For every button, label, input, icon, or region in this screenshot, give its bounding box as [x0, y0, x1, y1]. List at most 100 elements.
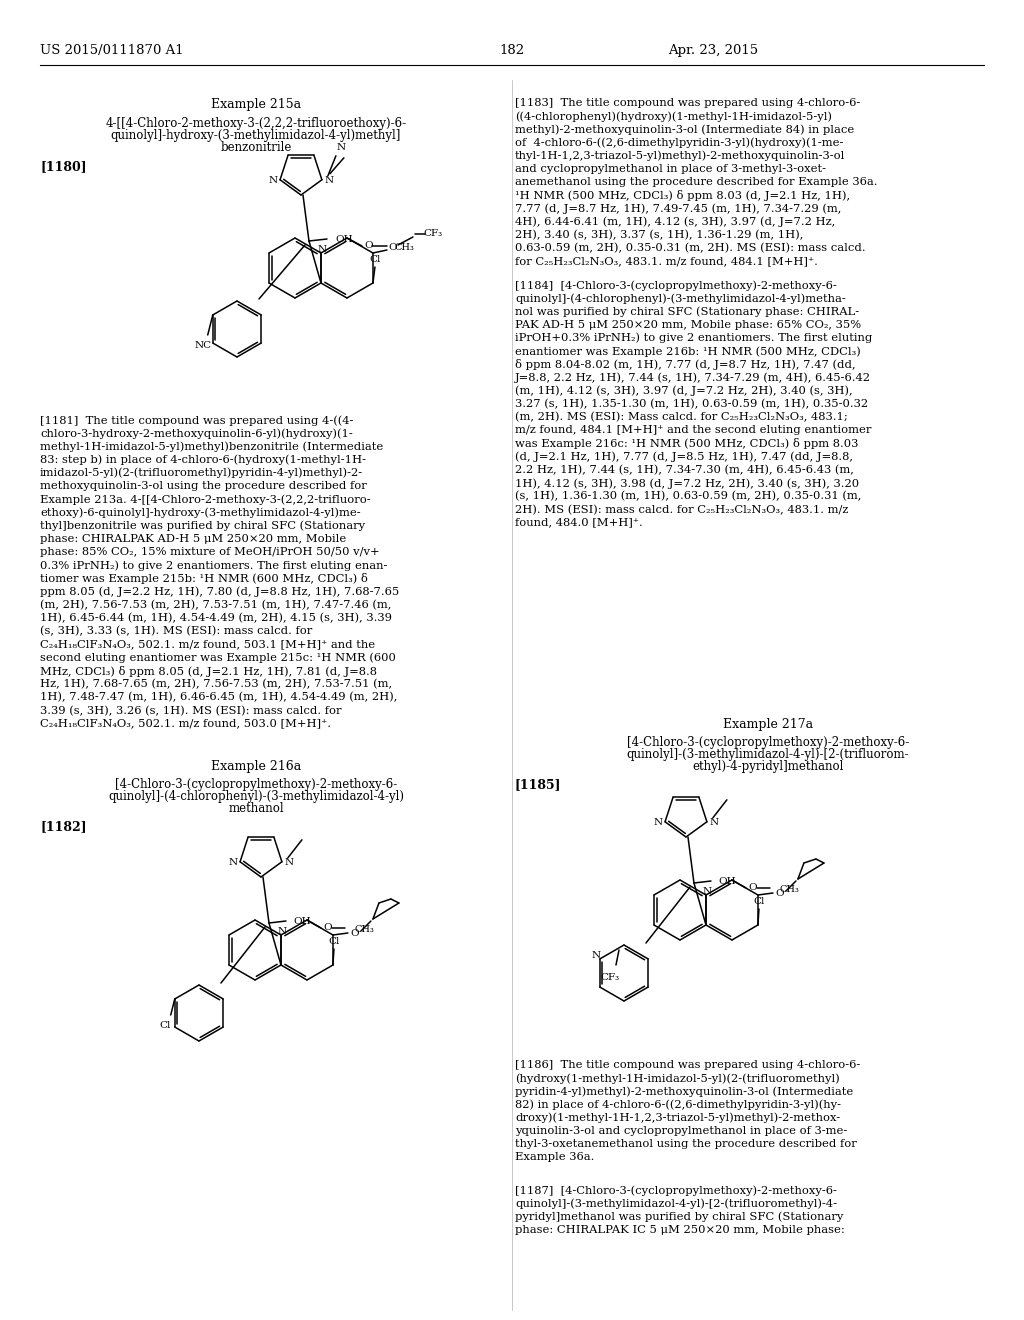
Text: Example 215a: Example 215a — [211, 98, 301, 111]
Text: [1183]  The title compound was prepared using 4-chloro-6-: [1183] The title compound was prepared u… — [515, 98, 860, 108]
Text: [1187]  [4-Chloro-3-(cyclopropylmethoxy)-2-methoxy-6-: [1187] [4-Chloro-3-(cyclopropylmethoxy)-… — [515, 1185, 837, 1196]
Text: quinolyl]-(3-methylimidazol-4-yl)-[2-(trifluoromethyl)-4-: quinolyl]-(3-methylimidazol-4-yl)-[2-(tr… — [515, 1199, 837, 1209]
Text: for C₂₅H₂₃Cl₂N₃O₃, 483.1. m/z found, 484.1 [M+H]⁺.: for C₂₅H₂₃Cl₂N₃O₃, 483.1. m/z found, 484… — [515, 256, 818, 267]
Text: 1H), 4.12 (s, 3H), 3.98 (d, J=7.2 Hz, 2H), 3.40 (s, 3H), 3.20: 1H), 4.12 (s, 3H), 3.98 (d, J=7.2 Hz, 2H… — [515, 478, 859, 488]
Text: pyridyl]methanol was purified by chiral SFC (Stationary: pyridyl]methanol was purified by chiral … — [515, 1212, 844, 1222]
Text: [1186]  The title compound was prepared using 4-chloro-6-: [1186] The title compound was prepared u… — [515, 1060, 860, 1071]
Text: Hz, 1H), 7.68-7.65 (m, 2H), 7.56-7.53 (m, 2H), 7.53-7.51 (m,: Hz, 1H), 7.68-7.65 (m, 2H), 7.56-7.53 (m… — [40, 678, 392, 689]
Text: CH₃: CH₃ — [395, 243, 415, 252]
Text: N: N — [591, 950, 600, 960]
Text: second eluting enantiomer was Example 215c: ¹H NMR (600: second eluting enantiomer was Example 21… — [40, 652, 396, 663]
Text: thyl-1H-1,2,3-triazol-5-yl)methyl)-2-methoxyquinolin-3-ol: thyl-1H-1,2,3-triazol-5-yl)methyl)-2-met… — [515, 150, 846, 161]
Text: OH: OH — [293, 916, 310, 925]
Text: ¹H NMR (500 MHz, CDCl₃) δ ppm 8.03 (d, J=2.1 Hz, 1H),: ¹H NMR (500 MHz, CDCl₃) δ ppm 8.03 (d, J… — [515, 190, 850, 202]
Text: [1184]  [4-Chloro-3-(cyclopropylmethoxy)-2-methoxy-6-: [1184] [4-Chloro-3-(cyclopropylmethoxy)-… — [515, 280, 837, 290]
Text: 4-[[4-Chloro-2-methoxy-3-(2,2,2-trifluoroethoxy)-6-: 4-[[4-Chloro-2-methoxy-3-(2,2,2-trifluor… — [105, 117, 407, 129]
Text: Example 36a.: Example 36a. — [515, 1152, 594, 1163]
Text: O: O — [389, 243, 397, 252]
Text: 83: step b) in place of 4-chloro-6-(hydroxy(1-methyl-1H-: 83: step b) in place of 4-chloro-6-(hydr… — [40, 454, 366, 465]
Text: N: N — [317, 244, 327, 253]
Text: N: N — [228, 858, 238, 867]
Text: was Example 216c: ¹H NMR (500 MHz, CDCl₃) δ ppm 8.03: was Example 216c: ¹H NMR (500 MHz, CDCl₃… — [515, 438, 858, 449]
Text: tiomer was Example 215b: ¹H NMR (600 MHz, CDCl₃) δ: tiomer was Example 215b: ¹H NMR (600 MHz… — [40, 573, 368, 585]
Text: ppm 8.05 (d, J=2.2 Hz, 1H), 7.80 (d, J=8.8 Hz, 1H), 7.68-7.65: ppm 8.05 (d, J=2.2 Hz, 1H), 7.80 (d, J=8… — [40, 586, 399, 597]
Text: benzonitrile: benzonitrile — [220, 141, 292, 154]
Text: [4-Chloro-3-(cyclopropylmethoxy)-2-methoxy-6-: [4-Chloro-3-(cyclopropylmethoxy)-2-metho… — [115, 777, 397, 791]
Text: US 2015/0111870 A1: US 2015/0111870 A1 — [40, 44, 183, 57]
Text: MHz, CDCl₃) δ ppm 8.05 (d, J=2.1 Hz, 1H), 7.81 (d, J=8.8: MHz, CDCl₃) δ ppm 8.05 (d, J=2.1 Hz, 1H)… — [40, 665, 377, 677]
Text: 2.2 Hz, 1H), 7.44 (s, 1H), 7.34-7.30 (m, 4H), 6.45-6.43 (m,: 2.2 Hz, 1H), 7.44 (s, 1H), 7.34-7.30 (m,… — [515, 465, 854, 475]
Text: Example 217a: Example 217a — [723, 718, 813, 731]
Text: N: N — [325, 177, 334, 185]
Text: OH: OH — [335, 235, 352, 243]
Text: PAK AD-H 5 μM 250×20 mm, Mobile phase: 65% CO₂, 35%: PAK AD-H 5 μM 250×20 mm, Mobile phase: 6… — [515, 319, 861, 330]
Text: anemethanol using the procedure described for Example 36a.: anemethanol using the procedure describe… — [515, 177, 878, 187]
Text: 3.27 (s, 1H), 1.35-1.30 (m, 1H), 0.63-0.59 (m, 1H), 0.35-0.32: 3.27 (s, 1H), 1.35-1.30 (m, 1H), 0.63-0.… — [515, 399, 868, 409]
Text: [1180]: [1180] — [40, 160, 87, 173]
Text: 3.39 (s, 3H), 3.26 (s, 1H). MS (ESI): mass calcd. for: 3.39 (s, 3H), 3.26 (s, 1H). MS (ESI): ma… — [40, 705, 341, 715]
Text: CH₃: CH₃ — [780, 886, 800, 895]
Text: pyridin-4-yl)methyl)-2-methoxyquinolin-3-ol (Intermediate: pyridin-4-yl)methyl)-2-methoxyquinolin-3… — [515, 1086, 853, 1097]
Text: [1182]: [1182] — [40, 820, 87, 833]
Text: [4-Chloro-3-(cyclopropylmethoxy)-2-methoxy-6-: [4-Chloro-3-(cyclopropylmethoxy)-2-metho… — [627, 737, 909, 748]
Text: C₂₄H₁₈ClF₃N₄O₃, 502.1. m/z found, 503.1 [M+H]⁺ and the: C₂₄H₁₈ClF₃N₄O₃, 502.1. m/z found, 503.1 … — [40, 639, 375, 649]
Text: 7.77 (d, J=8.7 Hz, 1H), 7.49-7.45 (m, 1H), 7.34-7.29 (m,: 7.77 (d, J=8.7 Hz, 1H), 7.49-7.45 (m, 1H… — [515, 203, 842, 214]
Text: N: N — [336, 144, 345, 152]
Text: m/z found, 484.1 [M+H]⁺ and the second eluting enantiomer: m/z found, 484.1 [M+H]⁺ and the second e… — [515, 425, 871, 436]
Text: Cl: Cl — [370, 255, 381, 264]
Text: N: N — [653, 818, 663, 828]
Text: (m, 2H), 7.56-7.53 (m, 2H), 7.53-7.51 (m, 1H), 7.47-7.46 (m,: (m, 2H), 7.56-7.53 (m, 2H), 7.53-7.51 (m… — [40, 599, 391, 610]
Text: thyl-3-oxetanemethanol using the procedure described for: thyl-3-oxetanemethanol using the procedu… — [515, 1139, 857, 1150]
Text: methoxyquinolin-3-ol using the procedure described for: methoxyquinolin-3-ol using the procedure… — [40, 480, 367, 491]
Text: and cyclopropylmethanol in place of 3-methyl-3-oxet-: and cyclopropylmethanol in place of 3-me… — [515, 164, 826, 174]
Text: quinolyl]-hydroxy-(3-methylimidazol-4-yl)methyl]: quinolyl]-hydroxy-(3-methylimidazol-4-yl… — [111, 129, 401, 143]
Text: phase: CHIRALPAK IC 5 μM 250×20 mm, Mobile phase:: phase: CHIRALPAK IC 5 μM 250×20 mm, Mobi… — [515, 1225, 845, 1234]
Text: O: O — [749, 883, 758, 892]
Text: yquinolin-3-ol and cyclopropylmethanol in place of 3-me-: yquinolin-3-ol and cyclopropylmethanol i… — [515, 1126, 847, 1137]
Text: [1181]  The title compound was prepared using 4-((4-: [1181] The title compound was prepared u… — [40, 414, 353, 425]
Text: 0.63-0.59 (m, 2H), 0.35-0.31 (m, 2H). MS (ESI): mass calcd.: 0.63-0.59 (m, 2H), 0.35-0.31 (m, 2H). MS… — [515, 243, 865, 253]
Text: of  4-chloro-6-((2,6-dimethylpyridin-3-yl)(hydroxy)(1-me-: of 4-chloro-6-((2,6-dimethylpyridin-3-yl… — [515, 137, 844, 148]
Text: OH: OH — [718, 876, 735, 886]
Text: (hydroxy(1-methyl-1H-imidazol-5-yl)(2-(trifluoromethyl): (hydroxy(1-methyl-1H-imidazol-5-yl)(2-(t… — [515, 1073, 840, 1084]
Text: Apr. 23, 2015: Apr. 23, 2015 — [668, 44, 758, 57]
Text: Cl: Cl — [329, 936, 340, 945]
Text: ((4-chlorophenyl)(hydroxy)(1-methyl-1H-imidazol-5-yl): ((4-chlorophenyl)(hydroxy)(1-methyl-1H-i… — [515, 111, 831, 121]
Text: droxy)(1-methyl-1H-1,2,3-triazol-5-yl)methyl)-2-methox-: droxy)(1-methyl-1H-1,2,3-triazol-5-yl)me… — [515, 1113, 840, 1123]
Text: (d, J=2.1 Hz, 1H), 7.77 (d, J=8.5 Hz, 1H), 7.47 (dd, J=8.8,: (d, J=2.1 Hz, 1H), 7.77 (d, J=8.5 Hz, 1H… — [515, 451, 853, 462]
Text: iPrOH+0.3% iPrNH₂) to give 2 enantiomers. The first eluting: iPrOH+0.3% iPrNH₂) to give 2 enantiomers… — [515, 333, 872, 343]
Text: 82) in place of 4-chloro-6-((2,6-dimethylpyridin-3-yl)(hy-: 82) in place of 4-chloro-6-((2,6-dimethy… — [515, 1100, 841, 1110]
Text: 182: 182 — [500, 44, 524, 57]
Text: O: O — [365, 242, 374, 251]
Text: O: O — [350, 928, 359, 937]
Text: methanol: methanol — [228, 803, 284, 814]
Text: ethoxy)-6-quinolyl]-hydroxy-(3-methylimidazol-4-yl)me-: ethoxy)-6-quinolyl]-hydroxy-(3-methylimi… — [40, 507, 360, 517]
Text: 2H). MS (ESI): mass calcd. for C₂₅H₂₃Cl₂N₃O₃, 483.1. m/z: 2H). MS (ESI): mass calcd. for C₂₅H₂₃Cl₂… — [515, 504, 848, 515]
Text: N: N — [268, 177, 278, 185]
Text: CF₃: CF₃ — [600, 973, 620, 982]
Text: Example 216a: Example 216a — [211, 760, 301, 774]
Text: CF₃: CF₃ — [423, 230, 442, 239]
Text: NC: NC — [195, 341, 212, 350]
Text: (s, 1H), 1.36-1.30 (m, 1H), 0.63-0.59 (m, 2H), 0.35-0.31 (m,: (s, 1H), 1.36-1.30 (m, 1H), 0.63-0.59 (m… — [515, 491, 861, 502]
Text: phase: 85% CO₂, 15% mixture of MeOH/iPrOH 50/50 v/v+: phase: 85% CO₂, 15% mixture of MeOH/iPrO… — [40, 546, 380, 557]
Text: quinolyl]-(3-methylimidazol-4-yl)-[2-(trifluorom-: quinolyl]-(3-methylimidazol-4-yl)-[2-(tr… — [627, 748, 909, 762]
Text: (m, 2H). MS (ESI): Mass calcd. for C₂₅H₂₃Cl₂N₃O₃, 483.1;: (m, 2H). MS (ESI): Mass calcd. for C₂₅H₂… — [515, 412, 848, 422]
Text: enantiomer was Example 216b: ¹H NMR (500 MHz, CDCl₃): enantiomer was Example 216b: ¹H NMR (500… — [515, 346, 861, 356]
Text: N: N — [278, 927, 287, 936]
Text: phase: CHIRALPAK AD-H 5 μM 250×20 mm, Mobile: phase: CHIRALPAK AD-H 5 μM 250×20 mm, Mo… — [40, 533, 346, 544]
Text: imidazol-5-yl)(2-(trifluoromethyl)pyridin-4-yl)methyl)-2-: imidazol-5-yl)(2-(trifluoromethyl)pyridi… — [40, 467, 364, 478]
Text: C₂₄H₁₈ClF₃N₄O₃, 502.1. m/z found, 503.0 [M+H]⁺.: C₂₄H₁₈ClF₃N₄O₃, 502.1. m/z found, 503.0 … — [40, 718, 331, 729]
Text: 4H), 6.44-6.41 (m, 1H), 4.12 (s, 3H), 3.97 (d, J=7.2 Hz,: 4H), 6.44-6.41 (m, 1H), 4.12 (s, 3H), 3.… — [515, 216, 836, 227]
Text: 1H), 6.45-6.44 (m, 1H), 4.54-4.49 (m, 2H), 4.15 (s, 3H), 3.39: 1H), 6.45-6.44 (m, 1H), 4.54-4.49 (m, 2H… — [40, 612, 392, 623]
Text: nol was purified by chiral SFC (Stationary phase: CHIRAL-: nol was purified by chiral SFC (Stationa… — [515, 306, 859, 317]
Text: ethyl)-4-pyridyl]methanol: ethyl)-4-pyridyl]methanol — [692, 760, 844, 774]
Text: Cl: Cl — [754, 896, 765, 906]
Text: (s, 3H), 3.33 (s, 1H). MS (ESI): mass calcd. for: (s, 3H), 3.33 (s, 1H). MS (ESI): mass ca… — [40, 626, 312, 636]
Text: CH₃: CH₃ — [355, 925, 375, 935]
Text: 2H), 3.40 (s, 3H), 3.37 (s, 1H), 1.36-1.29 (m, 1H),: 2H), 3.40 (s, 3H), 3.37 (s, 1H), 1.36-1.… — [515, 230, 804, 240]
Text: quinolyl]-(4-chlorophenyl)-(3-methylimidazol-4-yl): quinolyl]-(4-chlorophenyl)-(3-methylimid… — [108, 789, 404, 803]
Text: O: O — [324, 924, 332, 932]
Text: δ ppm 8.04-8.02 (m, 1H), 7.77 (d, J=8.7 Hz, 1H), 7.47 (dd,: δ ppm 8.04-8.02 (m, 1H), 7.77 (d, J=8.7 … — [515, 359, 856, 370]
Text: quinolyl]-(4-chlorophenyl)-(3-methylimidazol-4-yl)metha-: quinolyl]-(4-chlorophenyl)-(3-methylimid… — [515, 293, 846, 304]
